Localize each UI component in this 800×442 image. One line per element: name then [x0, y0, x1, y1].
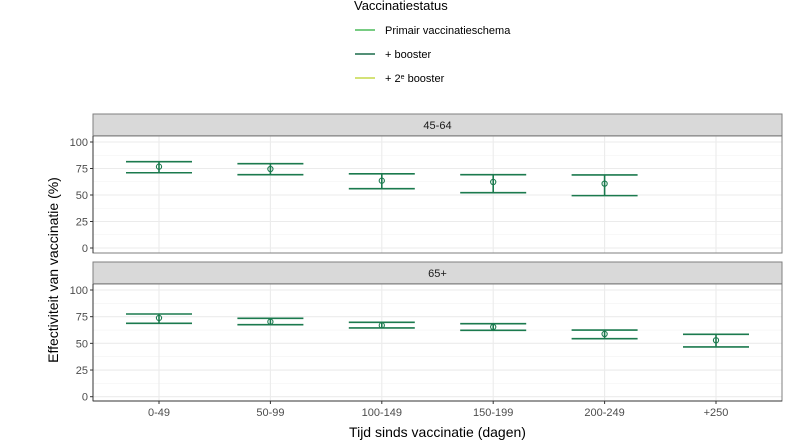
error-bar	[348, 321, 415, 329]
legend-label: + booster	[385, 49, 432, 61]
x-tick-label: 100-149	[362, 407, 402, 419]
legend-entry: Primair vaccinatieschema	[355, 25, 511, 37]
point-estimate	[490, 178, 497, 186]
x-tick-label: 50-99	[256, 407, 284, 419]
error-bar	[571, 174, 638, 197]
facet-panel: 65+ 0 25 50 75 100	[70, 261, 783, 404]
error-bar	[126, 313, 192, 325]
y-tick-label: 75	[76, 164, 88, 176]
y-tick-label: 75	[76, 312, 88, 324]
point-estimate	[378, 177, 385, 184]
point-estimate	[155, 314, 163, 322]
point-estimate	[490, 323, 497, 331]
error-bar	[571, 329, 638, 340]
y-axis-title: Effectiviteit van vaccinatie (%)	[45, 177, 61, 363]
error-bar	[460, 322, 527, 332]
y-tick-label: 0	[82, 392, 88, 404]
error-bar	[237, 317, 304, 326]
y-tick-label: 50	[76, 190, 88, 202]
legend-label: + 2e booster	[385, 73, 445, 85]
error-bar	[460, 173, 527, 194]
y-tick-label: 25	[76, 217, 88, 229]
point-estimate	[601, 330, 608, 338]
point-estimate	[378, 322, 385, 329]
legend-title: Vaccinatiestatus	[354, 0, 448, 13]
legend-label: Primair vaccinatieschema	[385, 25, 511, 37]
facet-strip-label: 45-64	[423, 120, 451, 132]
legend-entry: + 2e booster	[355, 73, 445, 85]
point-estimate	[267, 318, 274, 325]
y-tick-label: 0	[82, 243, 88, 255]
x-tick-label: 0-49	[148, 407, 170, 419]
facet-panel: 45-64 0 25 50 75 100	[70, 113, 783, 255]
error-bar	[348, 173, 415, 190]
y-tick-label: 100	[70, 285, 88, 297]
error-bar	[126, 160, 192, 174]
y-tick-label: 100	[70, 137, 88, 149]
point-estimate	[155, 163, 163, 170]
error-bar	[683, 333, 749, 348]
legend-entry: + booster	[355, 49, 432, 61]
x-tick-label: +250	[704, 407, 729, 419]
x-tick-label: 200-249	[584, 407, 624, 419]
y-tick-label: 50	[76, 338, 88, 350]
point-estimate	[267, 165, 274, 173]
y-tick-label: 25	[76, 365, 88, 377]
x-axis: 0-49 50-99 100-149 150-199 200-249 +250	[148, 401, 728, 419]
point-estimate	[712, 337, 720, 344]
legend: Vaccinatiestatus Primair vaccinatieschem…	[354, 0, 511, 85]
x-tick-label: 150-199	[473, 407, 513, 419]
error-bar	[237, 162, 304, 176]
facet-strip-label: 65+	[428, 268, 447, 280]
point-estimate	[601, 180, 608, 187]
x-axis-title: Tijd sinds vaccinatie (dagen)	[349, 424, 526, 440]
